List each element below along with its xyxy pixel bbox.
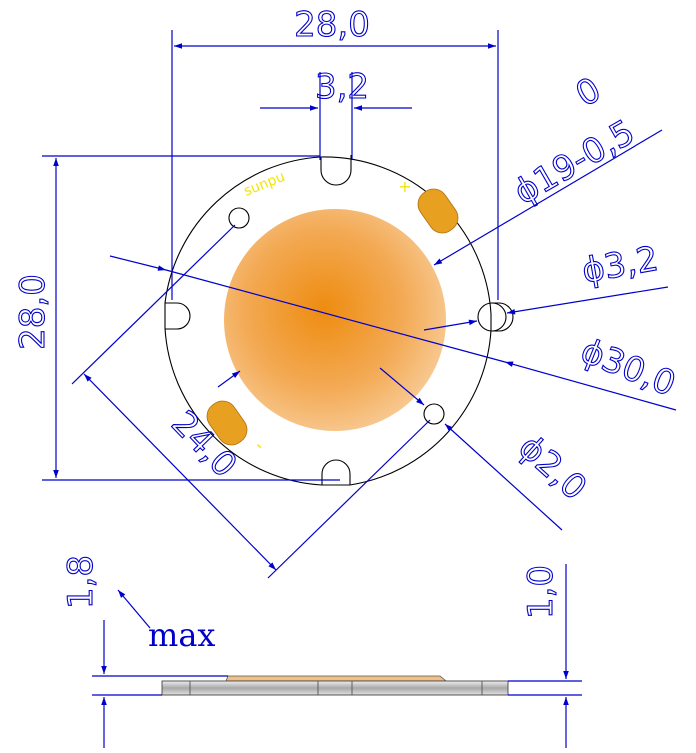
dim-max-note: max [148,616,215,654]
dim-slot-3-2: 3,2 [260,66,412,160]
pad-positive [417,188,459,234]
dim-total-height: 1,8 max [60,554,228,748]
dim-board-thickness: 1,0 [508,564,582,748]
left-notch [165,302,191,330]
minus-mark: - [250,436,268,456]
dim-width-text: 28,0 [294,5,370,45]
plus-mark: + [398,177,411,196]
dim-thickness-text: 1,0 [521,565,561,619]
dim-width-28: 28,0 [171,4,499,300]
dim-les-text: ϕ19-0,5 [507,112,641,213]
mount-hole-lower-right [423,403,445,425]
dim-hole-text: ϕ3,2 [579,239,661,292]
dim-total-height-text: 1,8 [61,555,101,609]
side-board [161,680,509,696]
side-les-dome [225,675,448,682]
top-notch [320,155,352,186]
brand-label: sunpu [242,169,288,200]
dim-board-text: ϕ30,0 [575,331,681,405]
dim-slot-text: 3,2 [315,67,369,107]
light-emitting-surface [224,209,446,431]
dim-height-28: 28,0 [12,155,340,481]
side-view [161,675,509,696]
dim-height-text: 28,0 [13,274,53,350]
mount-hole-upper-left [228,207,250,229]
bottom-notch [321,459,351,485]
dim-les-tol-text: 0 [569,70,608,115]
dim-mount-text: ϕ2,0 [511,427,595,508]
right-notch-circle [477,302,507,332]
dim-hole-diameter: ϕ3,2 [423,238,669,331]
right-notch [491,302,514,332]
